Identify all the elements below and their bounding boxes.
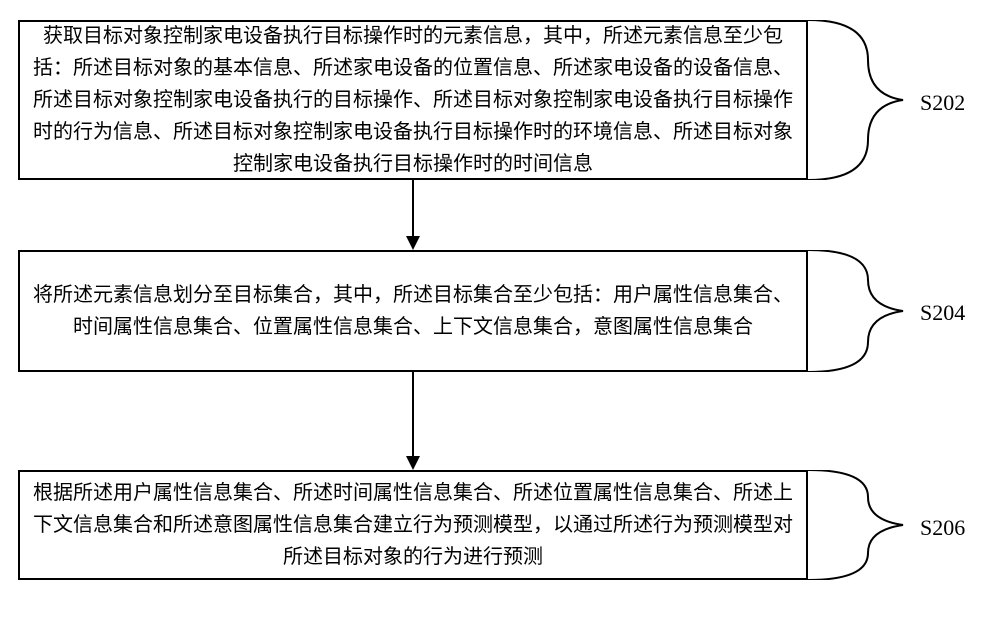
arrow-2-line (412, 372, 414, 456)
flow-step-3: 根据所述用户属性信息集合、所述时间属性信息集合、所述位置属性信息集合、所述上下文… (18, 470, 808, 580)
arrow-1-head (406, 236, 420, 250)
arrow-2-head (406, 456, 420, 470)
step-label-s204: S204 (920, 300, 965, 326)
flow-step-2: 将所述元素信息划分至目标集合，其中，所述目标集合至少包括：用户属性信息集合、时间… (18, 250, 808, 372)
bracket-2 (808, 250, 908, 372)
flow-step-3-text: 根据所述用户属性信息集合、所述时间属性信息集合、所述位置属性信息集合、所述上下文… (32, 477, 794, 573)
flow-step-1: 获取目标对象控制家电设备执行目标操作时的元素信息，其中，所述元素信息至少包括：所… (18, 20, 808, 180)
flow-step-2-text: 将所述元素信息划分至目标集合，其中，所述目标集合至少包括：用户属性信息集合、时间… (32, 279, 794, 343)
arrow-1-line (412, 180, 414, 236)
bracket-3 (808, 470, 908, 580)
flow-step-1-text: 获取目标对象控制家电设备执行目标操作时的元素信息，其中，所述元素信息至少包括：所… (32, 20, 794, 180)
step-label-s206: S206 (920, 515, 965, 541)
step-label-s202: S202 (920, 90, 965, 116)
bracket-1 (808, 20, 908, 180)
